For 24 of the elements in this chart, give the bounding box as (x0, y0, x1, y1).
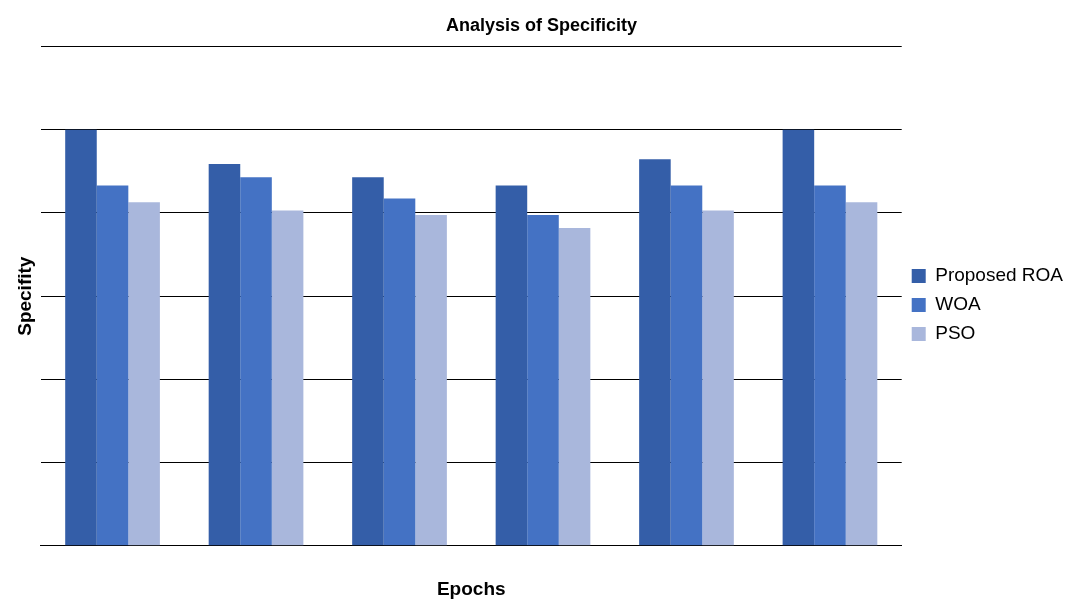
bar (65, 129, 97, 546)
chart-title: Analysis of Specificity (445, 14, 638, 35)
bar (240, 177, 272, 546)
y-axis-title: Specifity (13, 256, 35, 336)
bar (128, 202, 160, 546)
x-axis-title: Epochs (436, 577, 506, 599)
bar (702, 210, 734, 546)
bar (96, 185, 129, 546)
bar (415, 215, 447, 546)
bar (558, 227, 591, 546)
bar (208, 163, 241, 546)
bar (845, 202, 878, 546)
bar (383, 198, 416, 546)
bar (352, 177, 384, 546)
bar (495, 185, 528, 546)
legend-label: PSO (935, 322, 976, 344)
bar (782, 129, 815, 546)
bar (271, 210, 304, 546)
bar (670, 185, 703, 546)
bar (814, 185, 846, 546)
legend-label: Proposed ROA (935, 264, 1064, 286)
legend-label: WOA (935, 293, 981, 315)
bar (639, 159, 671, 546)
bar (527, 215, 559, 546)
